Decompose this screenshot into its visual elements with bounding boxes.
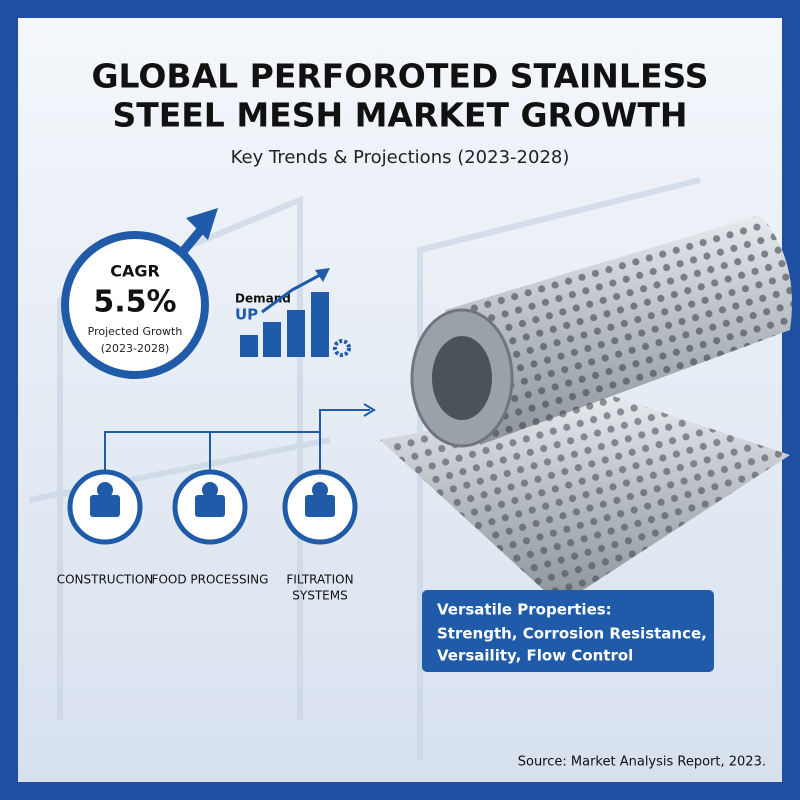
cagr-badge: CAGR 5.5% Projected Growth (2023-2028) bbox=[61, 208, 218, 379]
industry-label: SYSTEMS bbox=[292, 589, 347, 603]
icon-glyph bbox=[90, 495, 120, 517]
cagr-label: CAGR bbox=[110, 262, 160, 281]
title-line: GLOBAL PERFOROTED STAINLESS bbox=[91, 57, 708, 96]
icon-trend bbox=[261, 273, 321, 314]
cagr-value: 5.5% bbox=[93, 285, 176, 320]
cagr-period: (2023-2028) bbox=[101, 342, 170, 355]
icon-trend-head bbox=[315, 268, 330, 282]
roll-core bbox=[432, 336, 492, 420]
demand-direction: UP bbox=[235, 306, 258, 324]
subtitle: Key Trends & Projections (2023-2028) bbox=[231, 147, 570, 168]
icon-bar bbox=[311, 292, 329, 357]
properties-line: Versaility, Flow Control bbox=[437, 647, 633, 665]
cagr-caption: Projected Growth bbox=[88, 325, 183, 338]
icon-glyph bbox=[312, 482, 328, 498]
icon-bar bbox=[287, 310, 305, 357]
demand-icon: Demand UP bbox=[235, 268, 351, 357]
title-line: STEEL MESH MARKET GROWTH bbox=[112, 96, 687, 135]
arrow-head bbox=[186, 208, 218, 240]
industry-label: CONSTRUCTION bbox=[57, 573, 154, 587]
icon-glyph bbox=[202, 482, 218, 498]
gear bbox=[333, 339, 351, 357]
industry-label: FOOD PROCESSING bbox=[152, 573, 269, 587]
source: Source: Market Analysis Report, 2023. bbox=[518, 755, 766, 770]
icon-glyph bbox=[195, 495, 225, 517]
mesh-illustration bbox=[380, 215, 792, 605]
cagr-circle bbox=[61, 231, 209, 379]
connectors bbox=[104, 403, 376, 470]
icon-bar bbox=[263, 322, 281, 357]
industry-label: FILTRATION bbox=[286, 573, 353, 587]
icon-glyph bbox=[97, 482, 113, 498]
properties-heading: Versatile Properties: bbox=[437, 601, 612, 619]
properties-line: Strength, Corrosion Resistance, bbox=[437, 625, 707, 643]
icon-bar bbox=[240, 335, 258, 357]
icon-glyph bbox=[305, 495, 335, 517]
roll-holes bbox=[445, 215, 792, 445]
properties-box bbox=[422, 590, 714, 672]
sheet-holes bbox=[380, 395, 790, 605]
